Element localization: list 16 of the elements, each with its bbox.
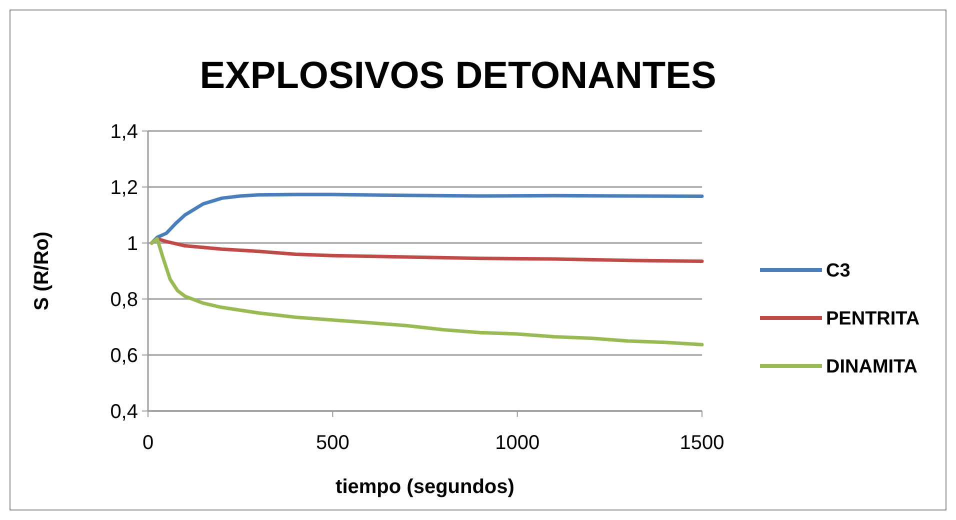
x-tick-label: 1500 bbox=[680, 432, 724, 454]
legend-label: DINAMITA bbox=[826, 356, 918, 378]
legend-label: PENTRITA bbox=[826, 308, 920, 330]
y-axis-title: S (R/Ro) bbox=[31, 232, 53, 310]
y-tick-label: 0,8 bbox=[110, 289, 138, 311]
x-axis-title: tiempo (segundos) bbox=[336, 476, 514, 498]
y-tick-label: 1,2 bbox=[110, 177, 138, 199]
x-tick-label: 0 bbox=[142, 432, 154, 454]
x-tick-label: 500 bbox=[316, 432, 350, 454]
y-tick-label: 0,4 bbox=[110, 401, 138, 423]
y-tick-label: 1 bbox=[126, 233, 138, 255]
y-tick-label: 1,4 bbox=[110, 121, 138, 143]
legend-label: C3 bbox=[826, 260, 850, 282]
x-tick-label: 1000 bbox=[495, 432, 540, 454]
chart-title: EXPLOSIVOS DETONANTES bbox=[200, 55, 716, 97]
y-tick-label: 0,6 bbox=[110, 345, 138, 367]
